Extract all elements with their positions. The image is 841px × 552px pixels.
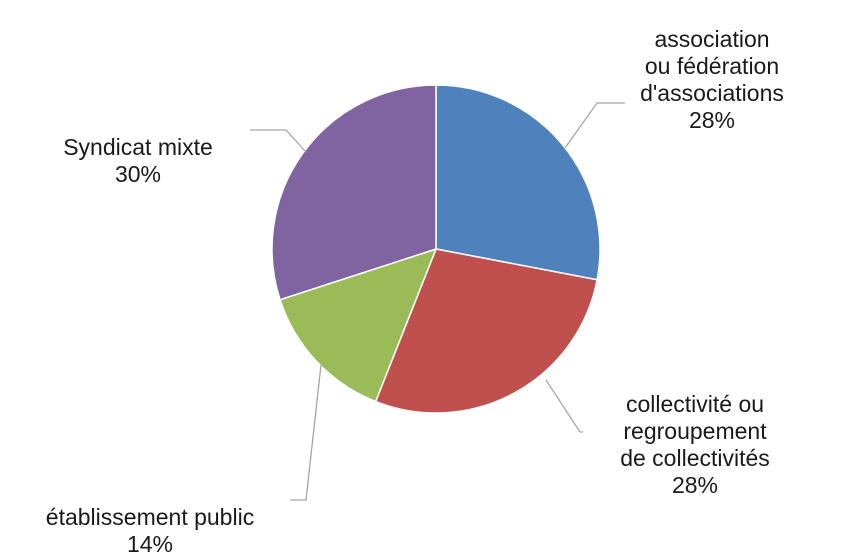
leader-line-1	[545, 379, 583, 433]
leader-line-0	[564, 102, 625, 149]
pie-slice-1	[374, 248, 598, 414]
data-label-percent-3: 30%	[115, 161, 161, 187]
pie-slice-3	[271, 84, 437, 301]
data-label-category-1: collectivité ou	[626, 391, 764, 417]
data-label-percent-0: 28%	[689, 107, 735, 133]
pie-slices	[271, 84, 601, 414]
data-label-category-0: association	[654, 26, 769, 52]
data-label-percent-2: 14%	[127, 531, 173, 552]
leader-lines	[250, 102, 625, 501]
pie-slice-0	[435, 84, 601, 281]
data-label-category-0: d'associations	[640, 80, 784, 106]
data-label-category-0: ou fédération	[645, 53, 779, 79]
leader-line-3	[250, 129, 307, 153]
data-label-category-3: Syndicat mixte	[63, 134, 213, 160]
leader-line-2	[290, 364, 322, 501]
data-label-category-1: de collectivités	[620, 445, 770, 471]
data-label-percent-1: 28%	[672, 472, 718, 498]
data-label-category-1: regroupement	[623, 418, 767, 444]
data-label-category-2: établissement public	[46, 504, 254, 530]
